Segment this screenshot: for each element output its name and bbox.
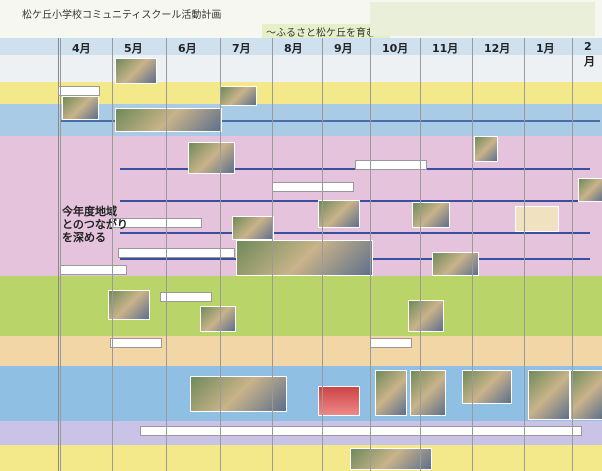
photo [318,386,360,416]
row [0,82,602,104]
label-column [0,38,59,471]
photo [115,108,222,132]
photo [578,178,602,202]
month-label: 7月 [232,42,251,55]
photo [528,370,570,420]
month-label: 10月 [382,42,409,55]
label-box [110,338,162,348]
photo [115,58,157,84]
photo [408,300,444,332]
row [0,336,602,366]
label-box [60,265,127,275]
month-label: 8月 [284,42,303,55]
photo [108,290,150,320]
photo [462,370,512,404]
row [0,276,602,336]
note-line: 今年度地域 [62,205,117,218]
label-box [118,248,235,258]
label-box [58,86,100,96]
arrow [120,232,590,234]
photo [188,142,235,174]
month-divider [322,38,323,471]
month-divider [420,38,421,471]
month-label: 4月 [72,42,91,55]
photo [515,206,559,232]
month-divider [572,38,573,471]
month-label: 5月 [124,42,143,55]
label-box [110,218,202,228]
label-box [370,338,412,348]
header-notes [370,2,595,36]
photo [412,202,450,228]
photo [570,370,602,420]
month-divider [370,38,371,471]
month-label: 2月 [584,40,595,68]
photo [318,200,360,228]
month-label: 6月 [178,42,197,55]
month-label: 11月 [432,42,459,55]
month-divider [112,38,113,471]
photo [62,96,99,120]
photo [432,252,479,276]
month-divider [166,38,167,471]
photo [200,306,236,332]
month-divider [524,38,525,471]
photo [232,216,274,240]
month-divider [220,38,221,471]
photo [190,376,287,412]
month-label: 1月 [536,42,555,55]
photo [375,370,407,416]
label-box [140,426,582,436]
label-box [160,292,212,302]
title: 松ケ丘小学校コミュニティスクール活動計画 [22,10,222,21]
note-line: とのつながり [62,218,128,231]
photo [410,370,446,416]
note-line: を深める [62,231,106,244]
note: 今年度地域 とのつながり を深める [62,205,128,244]
month-divider [60,38,61,471]
photo [236,240,373,276]
photo [474,136,498,162]
photo [220,86,257,106]
month-divider [272,38,273,471]
row [0,55,602,82]
label-box [355,160,427,170]
month-label: 12月 [484,42,511,55]
month-label: 9月 [334,42,353,55]
month-divider [472,38,473,471]
row [0,445,602,471]
label-box [272,182,354,192]
arrow [60,120,600,122]
month-row [0,38,602,55]
subtitle: ～ふるさと松ケ丘を育む～ [262,24,390,39]
